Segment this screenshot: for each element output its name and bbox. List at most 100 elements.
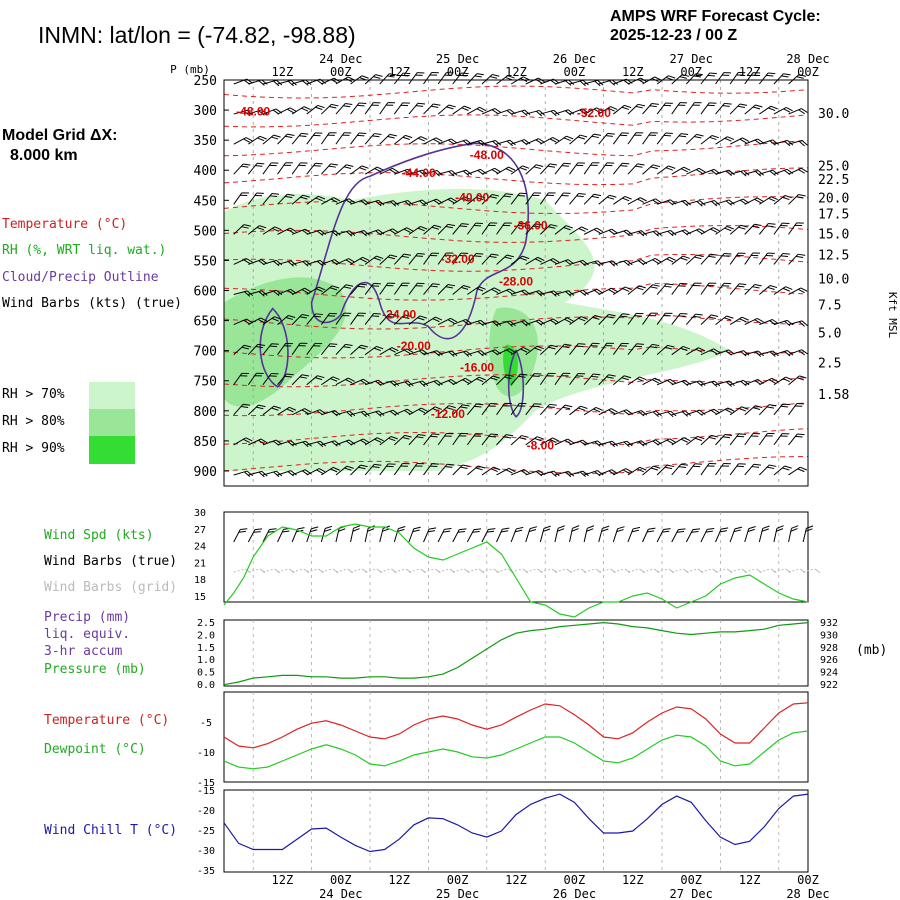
barb-flag bbox=[490, 377, 498, 381]
barb-flag bbox=[535, 258, 542, 263]
wind-barb bbox=[306, 375, 325, 386]
barb-flag bbox=[754, 319, 762, 324]
barb-flag bbox=[508, 166, 516, 171]
barb-flag bbox=[670, 230, 677, 236]
barb-staff bbox=[233, 258, 247, 265]
temperature-tick-label: -15 bbox=[197, 778, 215, 789]
barb-staff bbox=[423, 198, 437, 205]
barb-flag bbox=[480, 139, 487, 146]
barb-flag bbox=[285, 162, 293, 164]
barb-staff bbox=[686, 347, 699, 356]
wind-barb bbox=[248, 470, 268, 478]
wind-barb bbox=[277, 373, 294, 386]
barb-flag bbox=[503, 436, 512, 439]
barb-flag bbox=[768, 223, 776, 225]
barb-flag bbox=[315, 162, 323, 165]
barb-flag bbox=[477, 320, 484, 327]
barb-flag bbox=[448, 170, 455, 177]
barb-flag bbox=[768, 72, 776, 75]
barb-flag bbox=[635, 132, 644, 134]
barb-flag bbox=[579, 471, 586, 478]
barb-flag bbox=[446, 252, 454, 254]
barb-flag bbox=[548, 372, 556, 375]
wind-barb bbox=[393, 314, 412, 325]
barb-staff bbox=[627, 313, 637, 325]
wind-barb bbox=[510, 373, 528, 386]
barb-flag bbox=[765, 435, 773, 437]
barb-flag bbox=[459, 435, 467, 437]
barb-flag bbox=[801, 349, 808, 355]
top-date-label: 24 Dec bbox=[319, 52, 362, 66]
barb-staff bbox=[481, 320, 496, 326]
legend-rh70: RH > 70% bbox=[2, 387, 65, 402]
barb-flag bbox=[608, 289, 616, 294]
barb-flag bbox=[459, 255, 467, 257]
barb-flag bbox=[506, 254, 515, 258]
wind-barb bbox=[613, 286, 632, 295]
barb-flag bbox=[475, 196, 483, 201]
wind-barb-grid bbox=[759, 568, 777, 574]
barb-staff bbox=[481, 433, 492, 446]
barb-flag bbox=[461, 223, 469, 225]
wind-barb bbox=[584, 260, 604, 267]
barb-flag bbox=[271, 136, 279, 140]
barb-staff bbox=[569, 470, 584, 476]
barb-flag bbox=[522, 165, 530, 169]
precip-tick-label: 2.0 bbox=[197, 630, 215, 641]
barb-flag bbox=[240, 194, 248, 196]
barb-flag bbox=[801, 140, 808, 146]
barb-staff bbox=[715, 380, 730, 386]
barb-staff bbox=[350, 199, 364, 205]
barb-flag bbox=[596, 107, 604, 112]
wind-barb bbox=[788, 222, 804, 235]
wind-barb bbox=[700, 282, 717, 295]
barb-flag bbox=[648, 315, 657, 317]
barb-staff bbox=[627, 466, 640, 476]
kft-tick-label: 20.0 bbox=[818, 191, 849, 206]
barb-flag bbox=[450, 197, 458, 202]
barb-flag bbox=[680, 463, 689, 466]
barb-flag bbox=[271, 162, 279, 164]
barb-staff bbox=[773, 253, 784, 265]
barb-staff bbox=[540, 109, 554, 115]
wind-barb bbox=[496, 193, 513, 205]
barb-flag bbox=[450, 317, 458, 323]
wind-barb-grid bbox=[408, 568, 426, 574]
barb-flag bbox=[681, 200, 689, 207]
wind-barb bbox=[656, 165, 676, 175]
wind-barb-true bbox=[291, 527, 305, 543]
barb-flag bbox=[787, 140, 794, 146]
barb-flag bbox=[797, 468, 805, 473]
barb-flag bbox=[387, 282, 396, 284]
barb-flag bbox=[798, 194, 806, 197]
barb-staff bbox=[598, 342, 608, 355]
kft-tick-label: 10.0 bbox=[818, 272, 849, 287]
barb-flag bbox=[606, 316, 614, 319]
wind-barb bbox=[627, 312, 644, 325]
barb-flag bbox=[593, 133, 602, 136]
wind-barb bbox=[437, 433, 454, 446]
bottom-date-label: 26 Dec bbox=[553, 887, 596, 900]
barb-flag bbox=[445, 225, 453, 229]
barb-staff bbox=[685, 463, 696, 476]
barb-flag bbox=[709, 136, 717, 141]
barb-flag bbox=[576, 375, 584, 377]
barb-staff bbox=[364, 199, 379, 205]
barb-flag bbox=[432, 318, 440, 323]
barb-flag bbox=[666, 283, 674, 286]
wind-barb bbox=[729, 137, 750, 145]
barb-staff bbox=[539, 403, 550, 416]
barb-staff bbox=[613, 375, 625, 386]
barb-flag bbox=[769, 140, 776, 146]
barb-flag bbox=[520, 373, 528, 376]
barb-staff bbox=[612, 132, 623, 145]
barb-staff bbox=[510, 435, 522, 446]
barb-staff bbox=[744, 223, 755, 235]
barb-flag bbox=[547, 406, 555, 409]
barb-flag bbox=[576, 195, 584, 198]
wind-barb bbox=[321, 466, 340, 476]
barb-flag bbox=[257, 137, 265, 142]
barb-grid-staff bbox=[730, 568, 742, 573]
barb-staff bbox=[306, 195, 319, 205]
barb-staff bbox=[335, 164, 347, 175]
